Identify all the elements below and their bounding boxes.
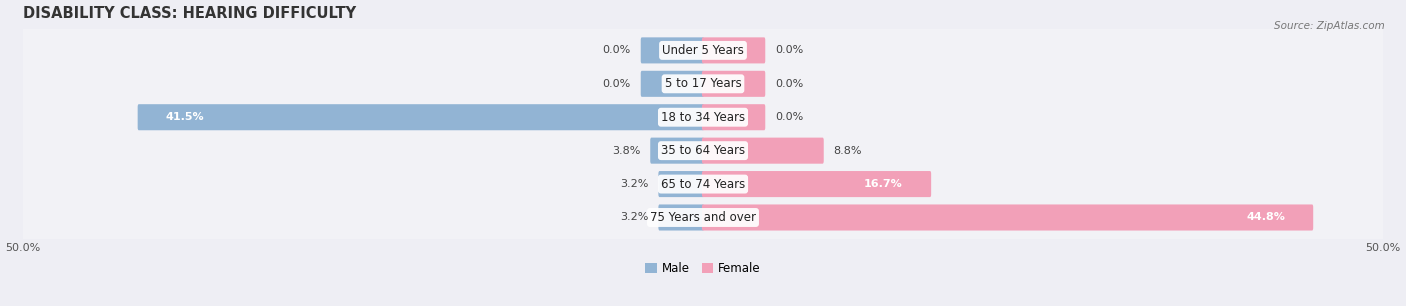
Text: 0.0%: 0.0%	[775, 112, 803, 122]
Text: 0.0%: 0.0%	[603, 79, 631, 89]
Text: 41.5%: 41.5%	[166, 112, 204, 122]
Text: 0.0%: 0.0%	[775, 45, 803, 55]
FancyBboxPatch shape	[658, 204, 704, 230]
Text: 0.0%: 0.0%	[603, 45, 631, 55]
Text: 35 to 64 Years: 35 to 64 Years	[661, 144, 745, 157]
Text: 44.8%: 44.8%	[1246, 212, 1285, 222]
FancyBboxPatch shape	[702, 171, 931, 197]
FancyBboxPatch shape	[20, 94, 1386, 141]
FancyBboxPatch shape	[702, 37, 765, 63]
Text: 5 to 17 Years: 5 to 17 Years	[665, 77, 741, 90]
FancyBboxPatch shape	[702, 104, 765, 130]
FancyBboxPatch shape	[702, 204, 1313, 230]
Text: Under 5 Years: Under 5 Years	[662, 44, 744, 57]
FancyBboxPatch shape	[641, 71, 704, 97]
FancyBboxPatch shape	[20, 60, 1386, 107]
Text: 3.8%: 3.8%	[612, 146, 641, 156]
FancyBboxPatch shape	[702, 138, 824, 164]
Text: 75 Years and over: 75 Years and over	[650, 211, 756, 224]
Legend: Male, Female: Male, Female	[641, 257, 765, 280]
FancyBboxPatch shape	[641, 37, 704, 63]
FancyBboxPatch shape	[20, 194, 1386, 241]
FancyBboxPatch shape	[20, 127, 1386, 174]
FancyBboxPatch shape	[138, 104, 704, 130]
Text: Source: ZipAtlas.com: Source: ZipAtlas.com	[1274, 21, 1385, 32]
FancyBboxPatch shape	[650, 138, 704, 164]
Text: 8.8%: 8.8%	[834, 146, 862, 156]
Text: 3.2%: 3.2%	[620, 179, 648, 189]
FancyBboxPatch shape	[702, 71, 765, 97]
Text: 0.0%: 0.0%	[775, 79, 803, 89]
FancyBboxPatch shape	[20, 27, 1386, 74]
Text: 65 to 74 Years: 65 to 74 Years	[661, 177, 745, 191]
Text: 16.7%: 16.7%	[865, 179, 903, 189]
Text: 18 to 34 Years: 18 to 34 Years	[661, 111, 745, 124]
Text: DISABILITY CLASS: HEARING DIFFICULTY: DISABILITY CLASS: HEARING DIFFICULTY	[22, 6, 356, 21]
Text: 3.2%: 3.2%	[620, 212, 648, 222]
FancyBboxPatch shape	[20, 160, 1386, 208]
FancyBboxPatch shape	[658, 171, 704, 197]
